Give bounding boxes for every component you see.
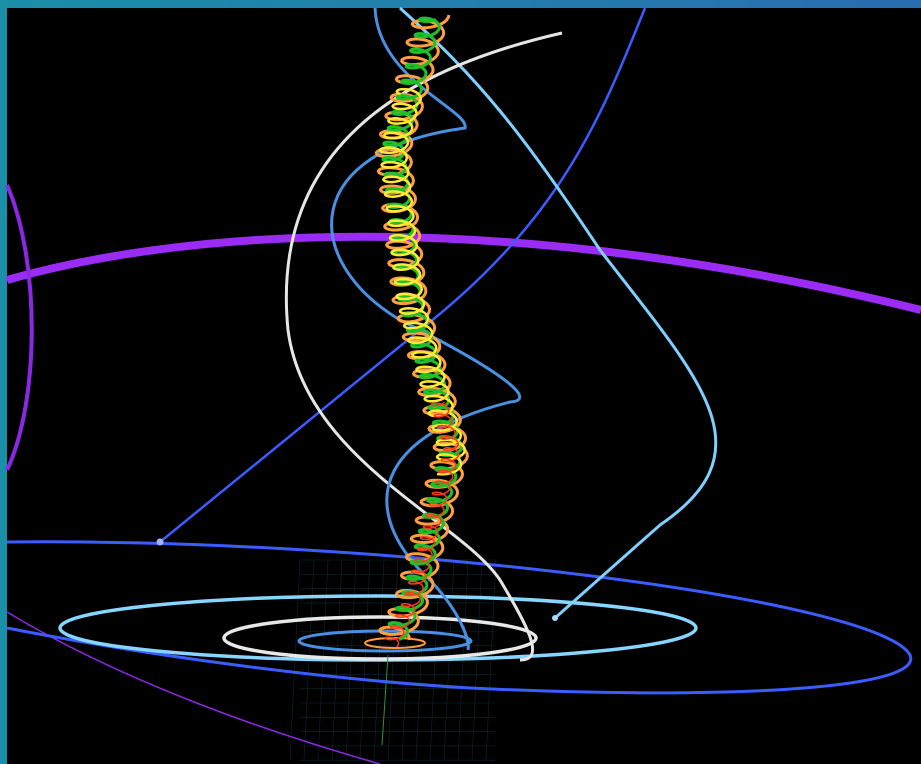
spiral-yellow (378, 87, 467, 476)
spiral-red (384, 401, 460, 648)
outer-orbit-thin (6, 611, 381, 764)
axis-line (381, 654, 389, 746)
body-marker (552, 615, 558, 621)
grid-line (485, 559, 497, 761)
spiral-green (381, 16, 464, 641)
orbit-white (222, 615, 538, 661)
orbit-blue (6, 540, 913, 695)
outer-orbit-arc (5, 184, 34, 471)
body-marker (156, 538, 164, 546)
helix-blue-trail (159, 7, 647, 543)
planet-spirals (374, 14, 469, 648)
outer-orbit (5, 232, 921, 314)
orbit-inner-blue (297, 629, 473, 653)
helix-cyan (398, 6, 718, 620)
